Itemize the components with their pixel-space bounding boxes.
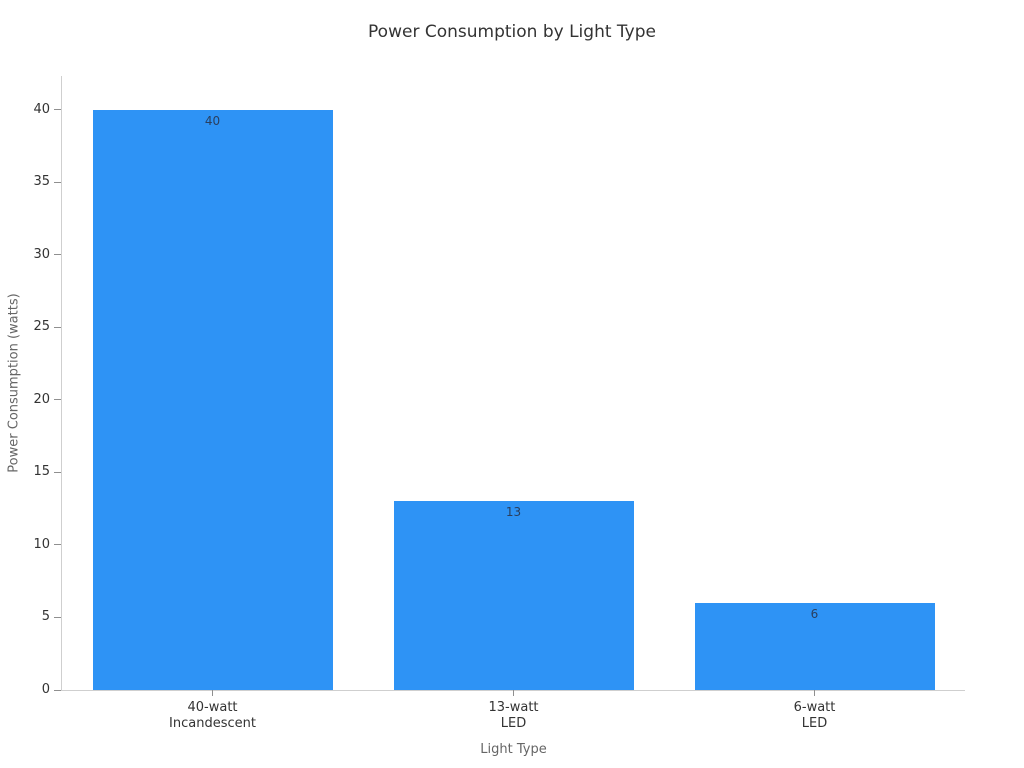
bar-value-label: 40 bbox=[204, 113, 221, 128]
x-axis-title: Light Type bbox=[480, 742, 547, 757]
y-tick-mark bbox=[54, 326, 61, 328]
y-tick-label: 30 bbox=[33, 246, 50, 262]
x-tick-label: 6-watt LED bbox=[664, 700, 965, 732]
bar-value-label: 13 bbox=[505, 505, 522, 520]
y-tick-mark bbox=[54, 109, 61, 111]
x-tick-mark bbox=[212, 690, 213, 696]
chart-title: Power Consumption by Light Type bbox=[368, 22, 656, 42]
x-tick-label-line: Incandescent bbox=[169, 716, 256, 731]
x-tick-label-line: 6-watt bbox=[793, 700, 836, 715]
y-tick-mark bbox=[54, 254, 61, 256]
y-tick-mark bbox=[54, 471, 61, 473]
y-tick-label: 15 bbox=[33, 464, 50, 480]
y-tick-mark bbox=[54, 399, 61, 401]
x-tick-label-line: LED bbox=[801, 716, 828, 731]
y-tick-mark bbox=[54, 181, 61, 183]
x-tick-label-line: 40-watt bbox=[187, 700, 238, 715]
x-tick-label-line: 13-watt bbox=[488, 700, 539, 715]
bar-value-label: 6 bbox=[810, 607, 819, 621]
y-tick-label: 35 bbox=[33, 174, 50, 190]
y-tick-mark bbox=[54, 544, 61, 546]
y-tick-label: 20 bbox=[33, 391, 50, 407]
y-tick-label: 0 bbox=[41, 682, 50, 697]
bar: 13 bbox=[393, 501, 634, 690]
y-tick-label: 40 bbox=[33, 101, 50, 117]
y-tick-label: 25 bbox=[33, 319, 50, 335]
bar: 40 bbox=[92, 109, 333, 690]
y-tick-label: 5 bbox=[41, 609, 50, 625]
y-tick-label: 10 bbox=[33, 536, 50, 552]
y-tick-mark bbox=[54, 689, 61, 691]
plot-area: Light Type 0 5 10 15 20 25 30 35 40 40 40-watt Inca… bbox=[33, 76, 965, 757]
bar: 6 bbox=[694, 603, 935, 690]
x-tick-mark bbox=[513, 690, 514, 696]
y-tick-mark bbox=[54, 616, 61, 618]
x-tick-label: 13-watt LED bbox=[363, 700, 664, 732]
x-tick-label: 40-watt Incandescent bbox=[62, 700, 363, 732]
x-tick-mark bbox=[814, 690, 815, 696]
x-tick-label-line: LED bbox=[500, 716, 527, 731]
